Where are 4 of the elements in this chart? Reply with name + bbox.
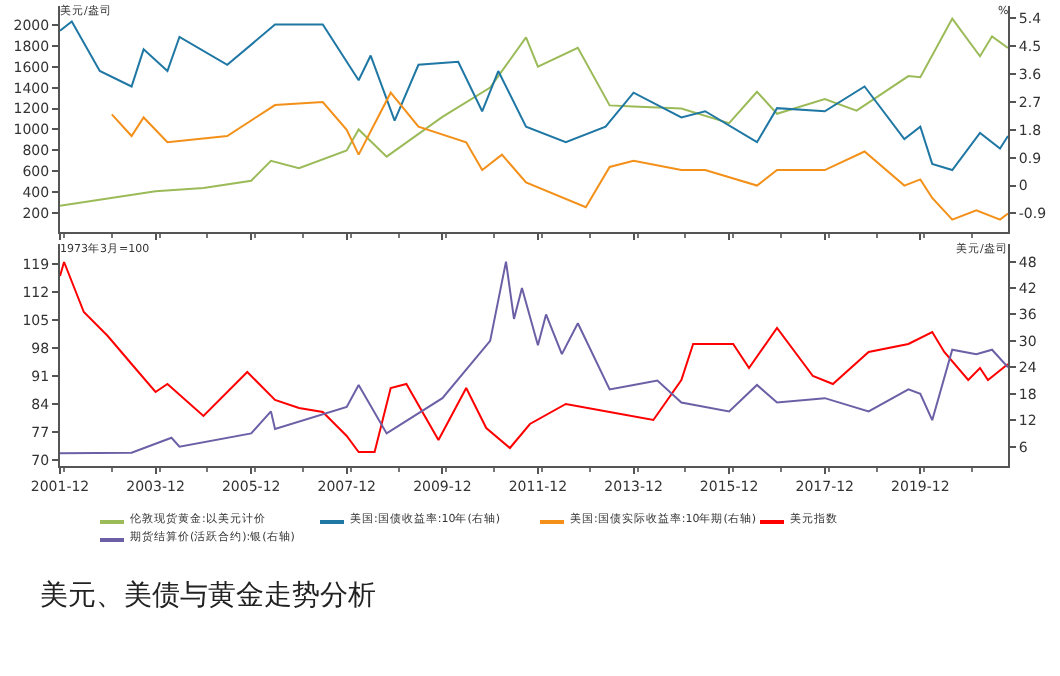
line-series xyxy=(110,91,1008,221)
text: 美元、美债与黄金走势分析 xyxy=(40,580,376,612)
line-series xyxy=(60,20,1008,172)
line-series xyxy=(60,17,1008,207)
